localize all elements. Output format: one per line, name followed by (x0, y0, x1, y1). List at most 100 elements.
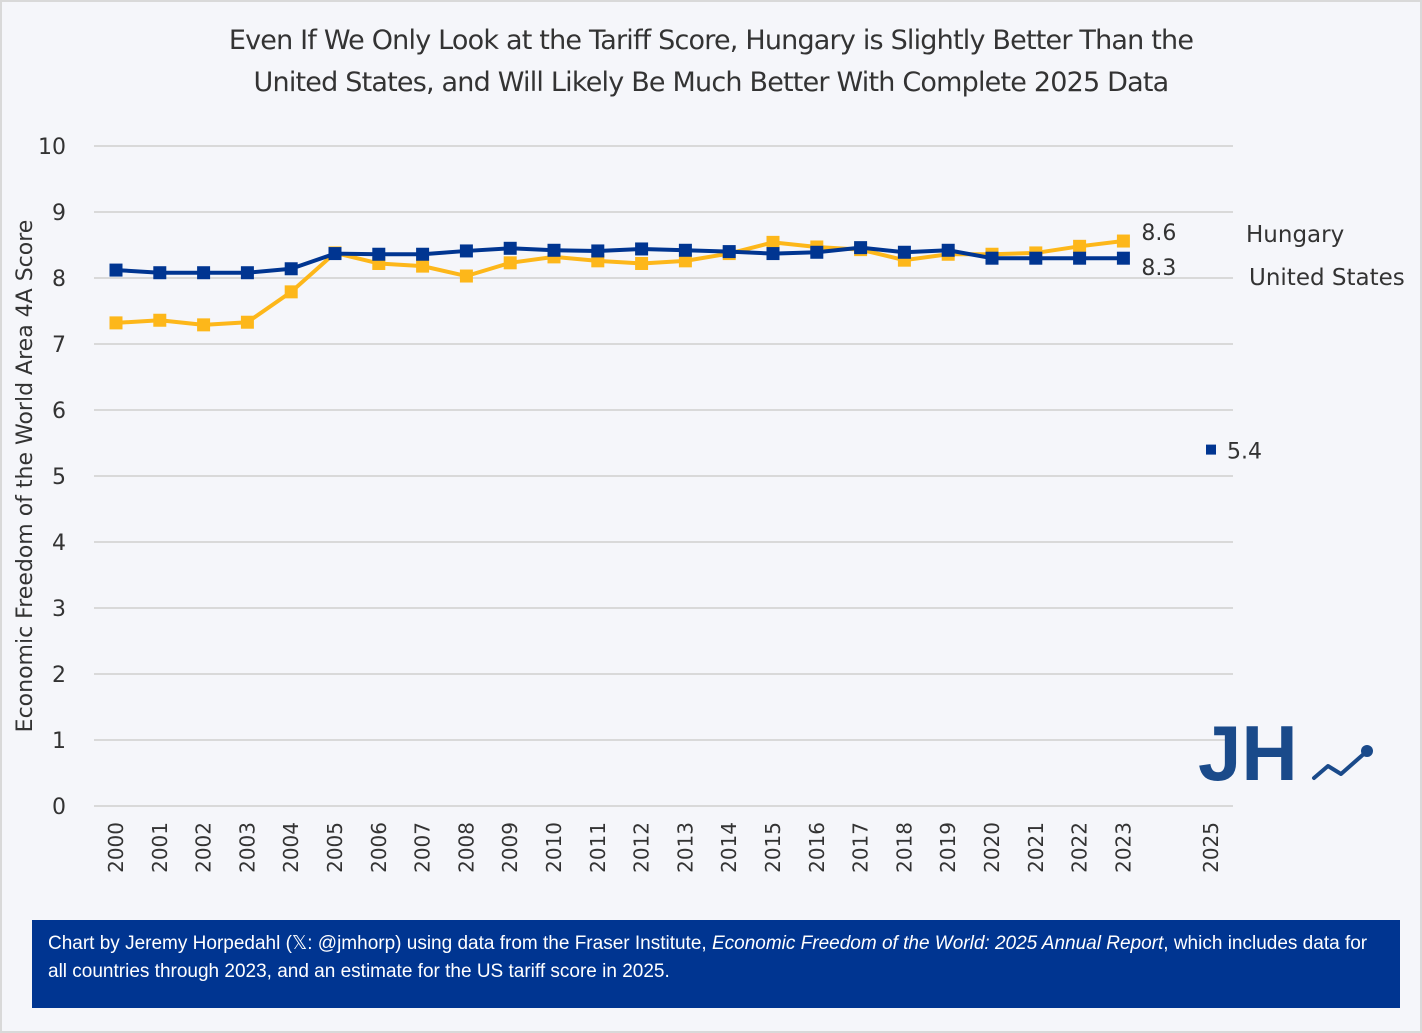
x-tick-label: 2008 (454, 822, 478, 873)
x-tick-label: 2001 (148, 822, 172, 873)
series-united-states (109, 241, 1130, 280)
jh-logo: JH (1198, 716, 1373, 786)
data-point-marker (1073, 251, 1087, 265)
data-point-marker (197, 318, 211, 332)
data-point-marker (1116, 251, 1130, 265)
chart-title: Even If We Only Look at the Tariff Score… (0, 20, 1422, 104)
end-value-label: 8.3 (1141, 256, 1176, 281)
y-tick-label: 5 (52, 465, 66, 490)
x-tick-label: 2014 (717, 822, 741, 873)
x-tick-label: 2009 (498, 822, 522, 873)
legend-item-united-states: United States (1249, 265, 1405, 291)
y-tick-label: 1 (52, 729, 66, 754)
y-tick-label: 4 (52, 531, 66, 556)
data-point-marker (766, 247, 780, 261)
data-point-marker (416, 259, 430, 273)
x-tick-label: 2020 (980, 822, 1004, 873)
data-point-marker (766, 235, 780, 249)
data-point-marker (109, 263, 123, 277)
x-tick-label: 2004 (279, 822, 303, 873)
y-tick-label: 8 (52, 267, 66, 292)
data-point-marker (459, 269, 473, 283)
x-axis-ticks: 2000 2001 2002 2003 2004 2005 2006 2007 2008 2009… (104, 822, 1223, 873)
x-tick-label: 2017 (849, 822, 873, 873)
series-group (109, 234, 1216, 455)
data-point-marker (985, 251, 999, 265)
data-point-marker (284, 285, 298, 299)
x-tick-label: 2012 (630, 822, 654, 873)
data-point-marker (854, 241, 868, 255)
footer-report-title: Economic Freedom of the World: 2025 Annu… (711, 933, 1164, 954)
data-point-marker (1116, 234, 1130, 248)
data-point-marker (678, 243, 692, 257)
legend: Hungary United States (1246, 222, 1405, 291)
logo-trend-dot-icon (1361, 745, 1373, 757)
x-tick-label: 2006 (367, 822, 391, 873)
x-tick-label: 2023 (1111, 822, 1135, 873)
data-point-marker (591, 254, 605, 268)
data-point-marker (810, 245, 824, 259)
series-line (115, 239, 1124, 327)
y-axis-label: Economic Freedom of the World Area 4A Sc… (13, 220, 38, 733)
footer-text-after: , which includes data for all countries … (48, 933, 1368, 982)
point-value-label: 5.4 (1227, 440, 1262, 465)
y-tick-label: 6 (52, 399, 66, 424)
data-point-marker-2025 (1206, 444, 1216, 455)
gridlines (94, 145, 1233, 807)
data-point-marker (678, 254, 692, 268)
x-tick-label: 2000 (104, 822, 128, 873)
x-tick-label: 2010 (542, 822, 566, 873)
data-point-marker (635, 256, 649, 270)
data-point-marker (1073, 239, 1087, 253)
series-line (115, 245, 1124, 275)
data-point-marker (240, 266, 254, 280)
logo-trend-line-icon (1312, 750, 1368, 780)
data-point-marker (897, 245, 911, 259)
data-point-marker (547, 243, 561, 257)
data-point-marker (153, 266, 167, 280)
data-point-marker (109, 316, 123, 330)
y-tick-label: 10 (38, 135, 66, 160)
end-value-label: 8.6 (1141, 221, 1176, 246)
source-footer: Chart by Jeremy Horpedahl (𝕏: @jmhorp) u… (32, 920, 1400, 1008)
data-point-marker (591, 244, 605, 258)
data-point-marker (153, 313, 167, 327)
data-point-marker (503, 256, 517, 270)
y-tick-label: 2 (52, 663, 66, 688)
x-tick-label: 2025 (1199, 822, 1223, 873)
data-labels: 8.6 8.3 5.4 (1141, 221, 1262, 465)
chart-title-line-2: United States, and Will Likely Be Much B… (253, 67, 1170, 98)
data-point-marker (197, 266, 211, 280)
x-tick-label: 2021 (1024, 822, 1048, 873)
x-tick-label: 2019 (936, 822, 960, 873)
data-point-marker (635, 242, 649, 256)
footer-text-before: Chart by Jeremy Horpedahl (𝕏: @jmhorp) u… (48, 933, 712, 954)
x-tick-label: 2013 (673, 822, 697, 873)
x-tick-label: 2007 (411, 822, 435, 873)
x-tick-label: 2011 (586, 822, 610, 873)
chart-title-line-1: Even If We Only Look at the Tariff Score… (228, 25, 1194, 56)
x-tick-label: 2018 (892, 822, 916, 873)
logo-text: JH (1198, 716, 1298, 786)
data-point-marker (328, 247, 342, 261)
y-axis-ticks: 0 1 2 3 4 5 6 7 8 9 10 (38, 135, 66, 820)
x-tick-label: 2022 (1068, 822, 1092, 873)
x-tick-label: 2003 (235, 822, 259, 873)
y-tick-label: 3 (52, 597, 66, 622)
data-point-marker (372, 247, 386, 261)
legend-item-hungary: Hungary (1246, 222, 1344, 248)
data-point-marker (240, 315, 254, 329)
data-point-marker (459, 244, 473, 258)
y-tick-label: 7 (52, 333, 66, 358)
x-tick-label: 2005 (323, 822, 347, 873)
data-point-marker (503, 241, 517, 255)
data-point-marker (941, 243, 955, 257)
data-point-marker (416, 247, 430, 261)
data-point-marker (284, 262, 298, 276)
data-point-marker (722, 245, 736, 259)
x-tick-label: 2015 (761, 822, 785, 873)
x-tick-label: 2002 (192, 822, 216, 873)
x-tick-label: 2016 (805, 822, 829, 873)
